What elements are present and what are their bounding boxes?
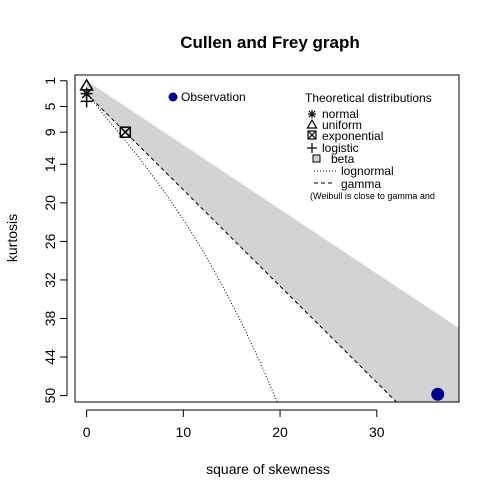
legend-observation-label: Observation: [181, 90, 246, 104]
theoretical-point-uniform: [79, 78, 94, 91]
legend-beta-label: beta: [331, 152, 355, 166]
theoretical-point-logistic: [80, 95, 93, 108]
legend-theoretical-title: Theoretical distributions: [305, 91, 432, 105]
legend-beta-icon: [312, 154, 321, 163]
y-tick-label: 14: [42, 156, 58, 172]
y-tick-label: 9: [42, 128, 58, 136]
legend-exponential-label: exponential: [322, 129, 383, 143]
x-tick-label: 10: [176, 424, 192, 440]
y-tick-label: 32: [42, 272, 58, 288]
y-tick-label: 20: [42, 195, 58, 211]
y-tick-label: 26: [42, 233, 58, 249]
gamma-line: [86, 93, 398, 402]
legend-uniform-label: uniform: [322, 118, 362, 132]
x-tick-label: 30: [369, 424, 385, 440]
y-axis: 1 5 9 14 20 26 32 38 44 50: [42, 77, 68, 404]
plot-area: [79, 78, 459, 402]
x-tick-label: 20: [272, 424, 288, 440]
theoretical-point-exponential: [119, 126, 132, 138]
legend-logistic-icon: [307, 143, 317, 153]
x-axis-label: square of skewness: [206, 461, 330, 477]
legend-lognormal-label: lognormal: [341, 164, 394, 178]
chart-title: Cullen and Frey graph: [180, 33, 359, 52]
y-tick-label: 50: [42, 388, 58, 404]
legend-logistic-label: logistic: [322, 141, 359, 155]
legend-exponential-icon: [307, 130, 317, 140]
legend-normal-label: normal: [322, 107, 359, 121]
y-tick-label: 1: [42, 77, 58, 85]
observation-point: [431, 387, 445, 401]
legend-uniform-icon: [306, 118, 318, 129]
y-tick-label: 5: [42, 102, 58, 110]
legend-observation-marker: [168, 92, 178, 102]
x-axis: 0 10 20 30: [83, 409, 385, 440]
legend-weibull-note: (Weibull is close to gamma and: [310, 191, 435, 201]
beta-region: [86, 80, 459, 402]
legend: Observation Theoretical distributions no…: [168, 90, 435, 201]
plot-frame: [74, 74, 460, 403]
legend-normal-icon: [308, 110, 316, 118]
y-tick-label: 44: [42, 349, 58, 365]
y-tick-label: 38: [42, 310, 58, 326]
x-tick-label: 0: [83, 424, 91, 440]
y-axis-label: kurtosis: [4, 214, 20, 262]
legend-gamma-label: gamma: [341, 177, 381, 191]
